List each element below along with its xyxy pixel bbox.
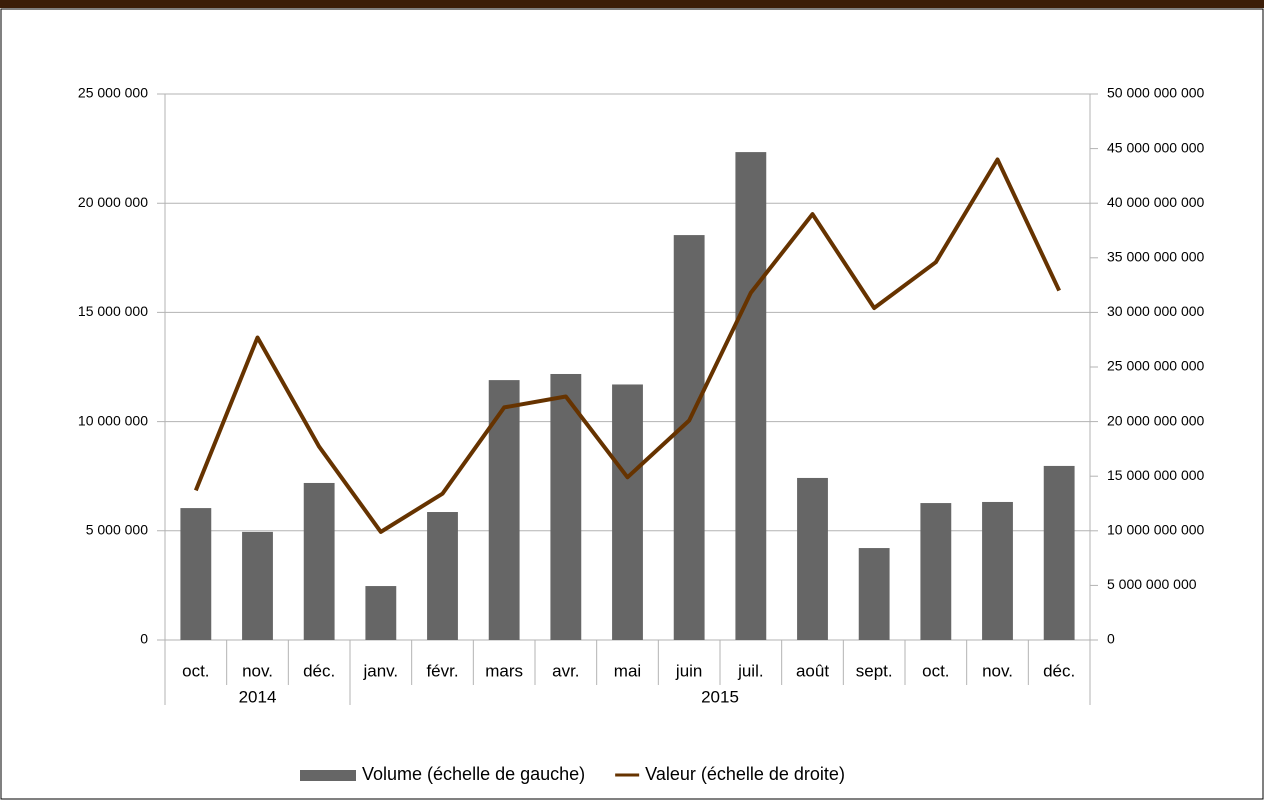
legend-label: Valeur (échelle de droite) <box>645 764 845 784</box>
x-tick-label: nov. <box>242 661 273 680</box>
y-tick-label: 15 000 000 <box>78 303 148 319</box>
x-tick-label: oct. <box>922 661 949 680</box>
bar <box>303 482 335 640</box>
x-tick-label: sept. <box>856 661 893 680</box>
bar <box>920 503 952 640</box>
chart-frame <box>0 8 1264 800</box>
y2-tick-label: 25 000 000 000 <box>1107 358 1205 374</box>
y2-tick-label: 15 000 000 000 <box>1107 467 1205 483</box>
x-tick-label: août <box>796 661 829 680</box>
y-tick-label: 5 000 000 <box>86 522 148 538</box>
y-tick-label: 25 000 000 <box>78 85 148 101</box>
bar <box>1043 465 1075 640</box>
bar <box>550 373 582 640</box>
line <box>193 157 1061 534</box>
top-band <box>0 0 1264 8</box>
y2-tick-label: 40 000 000 000 <box>1107 194 1205 210</box>
x-tick-label: déc. <box>1043 661 1075 680</box>
y2-tick-label: 0 <box>1107 631 1115 647</box>
y2-tick-label: 5 000 000 000 <box>1107 576 1197 592</box>
y-tick-label: 20 000 000 <box>78 194 148 210</box>
y2-tick-label: 35 000 000 000 <box>1107 249 1205 265</box>
y-tick-label: 10 000 000 <box>78 412 148 428</box>
y2-tick-label: 20 000 000 000 <box>1107 412 1205 428</box>
legend-swatch <box>300 770 356 781</box>
y2-tick-label: 10 000 000 000 <box>1107 522 1205 538</box>
bar <box>858 548 890 640</box>
x-tick-label: mars <box>485 661 523 680</box>
x-tick-label: juin <box>675 661 702 680</box>
legend-label: Volume (échelle de gauche) <box>362 764 585 784</box>
bar <box>673 235 705 640</box>
x-tick-label: mai <box>614 661 641 680</box>
bar <box>180 508 212 640</box>
bar <box>612 384 643 640</box>
y2-tick-label: 45 000 000 000 <box>1107 139 1205 155</box>
x-tick-label: avr. <box>552 661 579 680</box>
bar <box>242 531 273 640</box>
y2-tick-label: 30 000 000 000 <box>1107 303 1205 319</box>
x-tick-label: nov. <box>982 661 1013 680</box>
bar <box>735 152 767 640</box>
x-tick-label: juil. <box>737 661 764 680</box>
group-label: 2014 <box>239 687 277 706</box>
x-tick-label: févr. <box>426 661 458 680</box>
bar <box>427 512 458 640</box>
y2-tick-label: 50 000 000 000 <box>1107 85 1205 101</box>
bar <box>365 586 397 640</box>
bar <box>982 501 1013 640</box>
bar <box>797 477 828 640</box>
y-tick-label: 0 <box>140 631 148 647</box>
x-tick-label: janv. <box>363 661 399 680</box>
x-tick-label: oct. <box>182 661 209 680</box>
x-tick-label: déc. <box>303 661 335 680</box>
group-label: 2015 <box>701 687 739 706</box>
